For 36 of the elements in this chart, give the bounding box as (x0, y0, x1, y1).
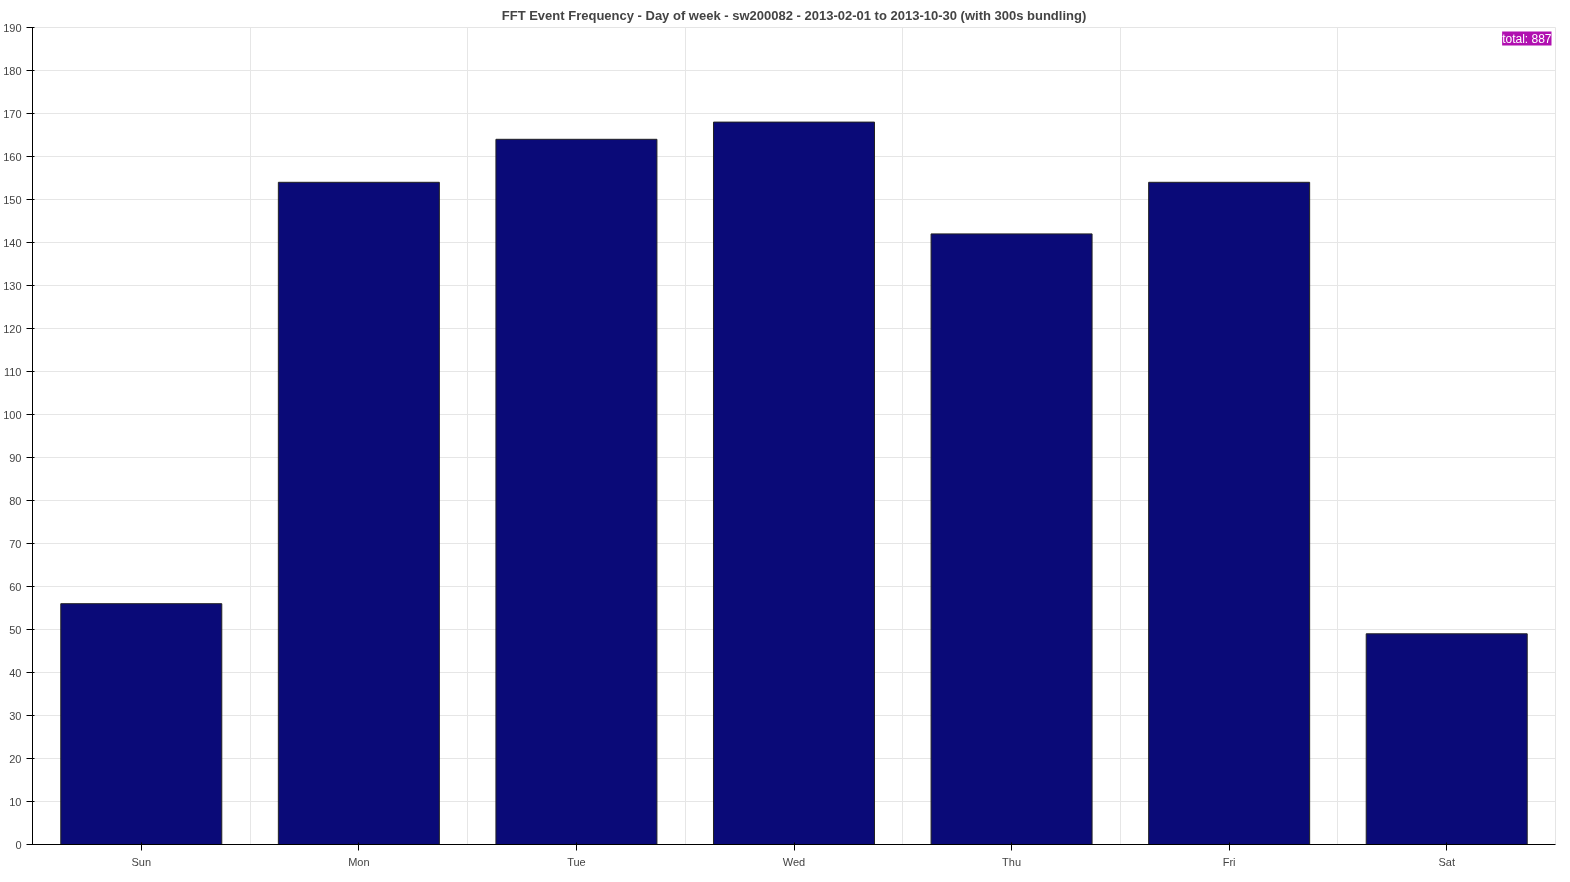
y-tick-label: 170 (3, 107, 22, 120)
x-tick-label: Thu (1002, 855, 1022, 868)
annotation: total: 887 (1502, 31, 1552, 46)
y-tick-label: 160 (3, 150, 22, 163)
x-tick-label: Wed (782, 855, 806, 868)
y-tick-label: 80 (9, 494, 22, 507)
y-tick-label: 60 (9, 580, 22, 593)
bar (495, 138, 658, 845)
x-tick-label: Sat (1438, 855, 1455, 868)
y-tick-label: 110 (3, 365, 22, 378)
bar (713, 121, 875, 845)
chart-title: FFT Event Frequency - Day of week - sw200082 - 2013-02-01 to 2013-10-30 (with 300s bundling) (501, 7, 1087, 23)
y-tick-label: 70 (9, 537, 22, 550)
y-tick-label: 190 (3, 21, 22, 34)
y-tick-label: 20 (9, 752, 22, 765)
y-tick-label: 30 (9, 709, 22, 722)
bar (277, 181, 440, 845)
y-tick-label: 100 (3, 408, 22, 421)
y-tick-label: 0 (15, 838, 22, 851)
y-tick-label: 40 (9, 666, 22, 679)
y-tick-label: 130 (3, 279, 22, 292)
bar (930, 233, 1093, 845)
y-tick-label: 90 (9, 451, 22, 464)
x-tick-label: Mon (348, 855, 370, 868)
bar (1148, 181, 1311, 845)
bar (1365, 633, 1528, 845)
x-tick-label: Sun (131, 855, 152, 868)
y-tick-label: 120 (3, 322, 22, 335)
y-tick-label: 10 (9, 795, 22, 808)
y-tick-label: 150 (3, 193, 22, 206)
bar (60, 603, 223, 845)
y-tick-label: 180 (3, 64, 22, 77)
x-tick-label: Fri (1222, 855, 1236, 868)
y-tick-label: 50 (9, 623, 22, 636)
y-tick-label: 140 (3, 236, 22, 249)
x-tick-label: Tue (567, 855, 586, 868)
